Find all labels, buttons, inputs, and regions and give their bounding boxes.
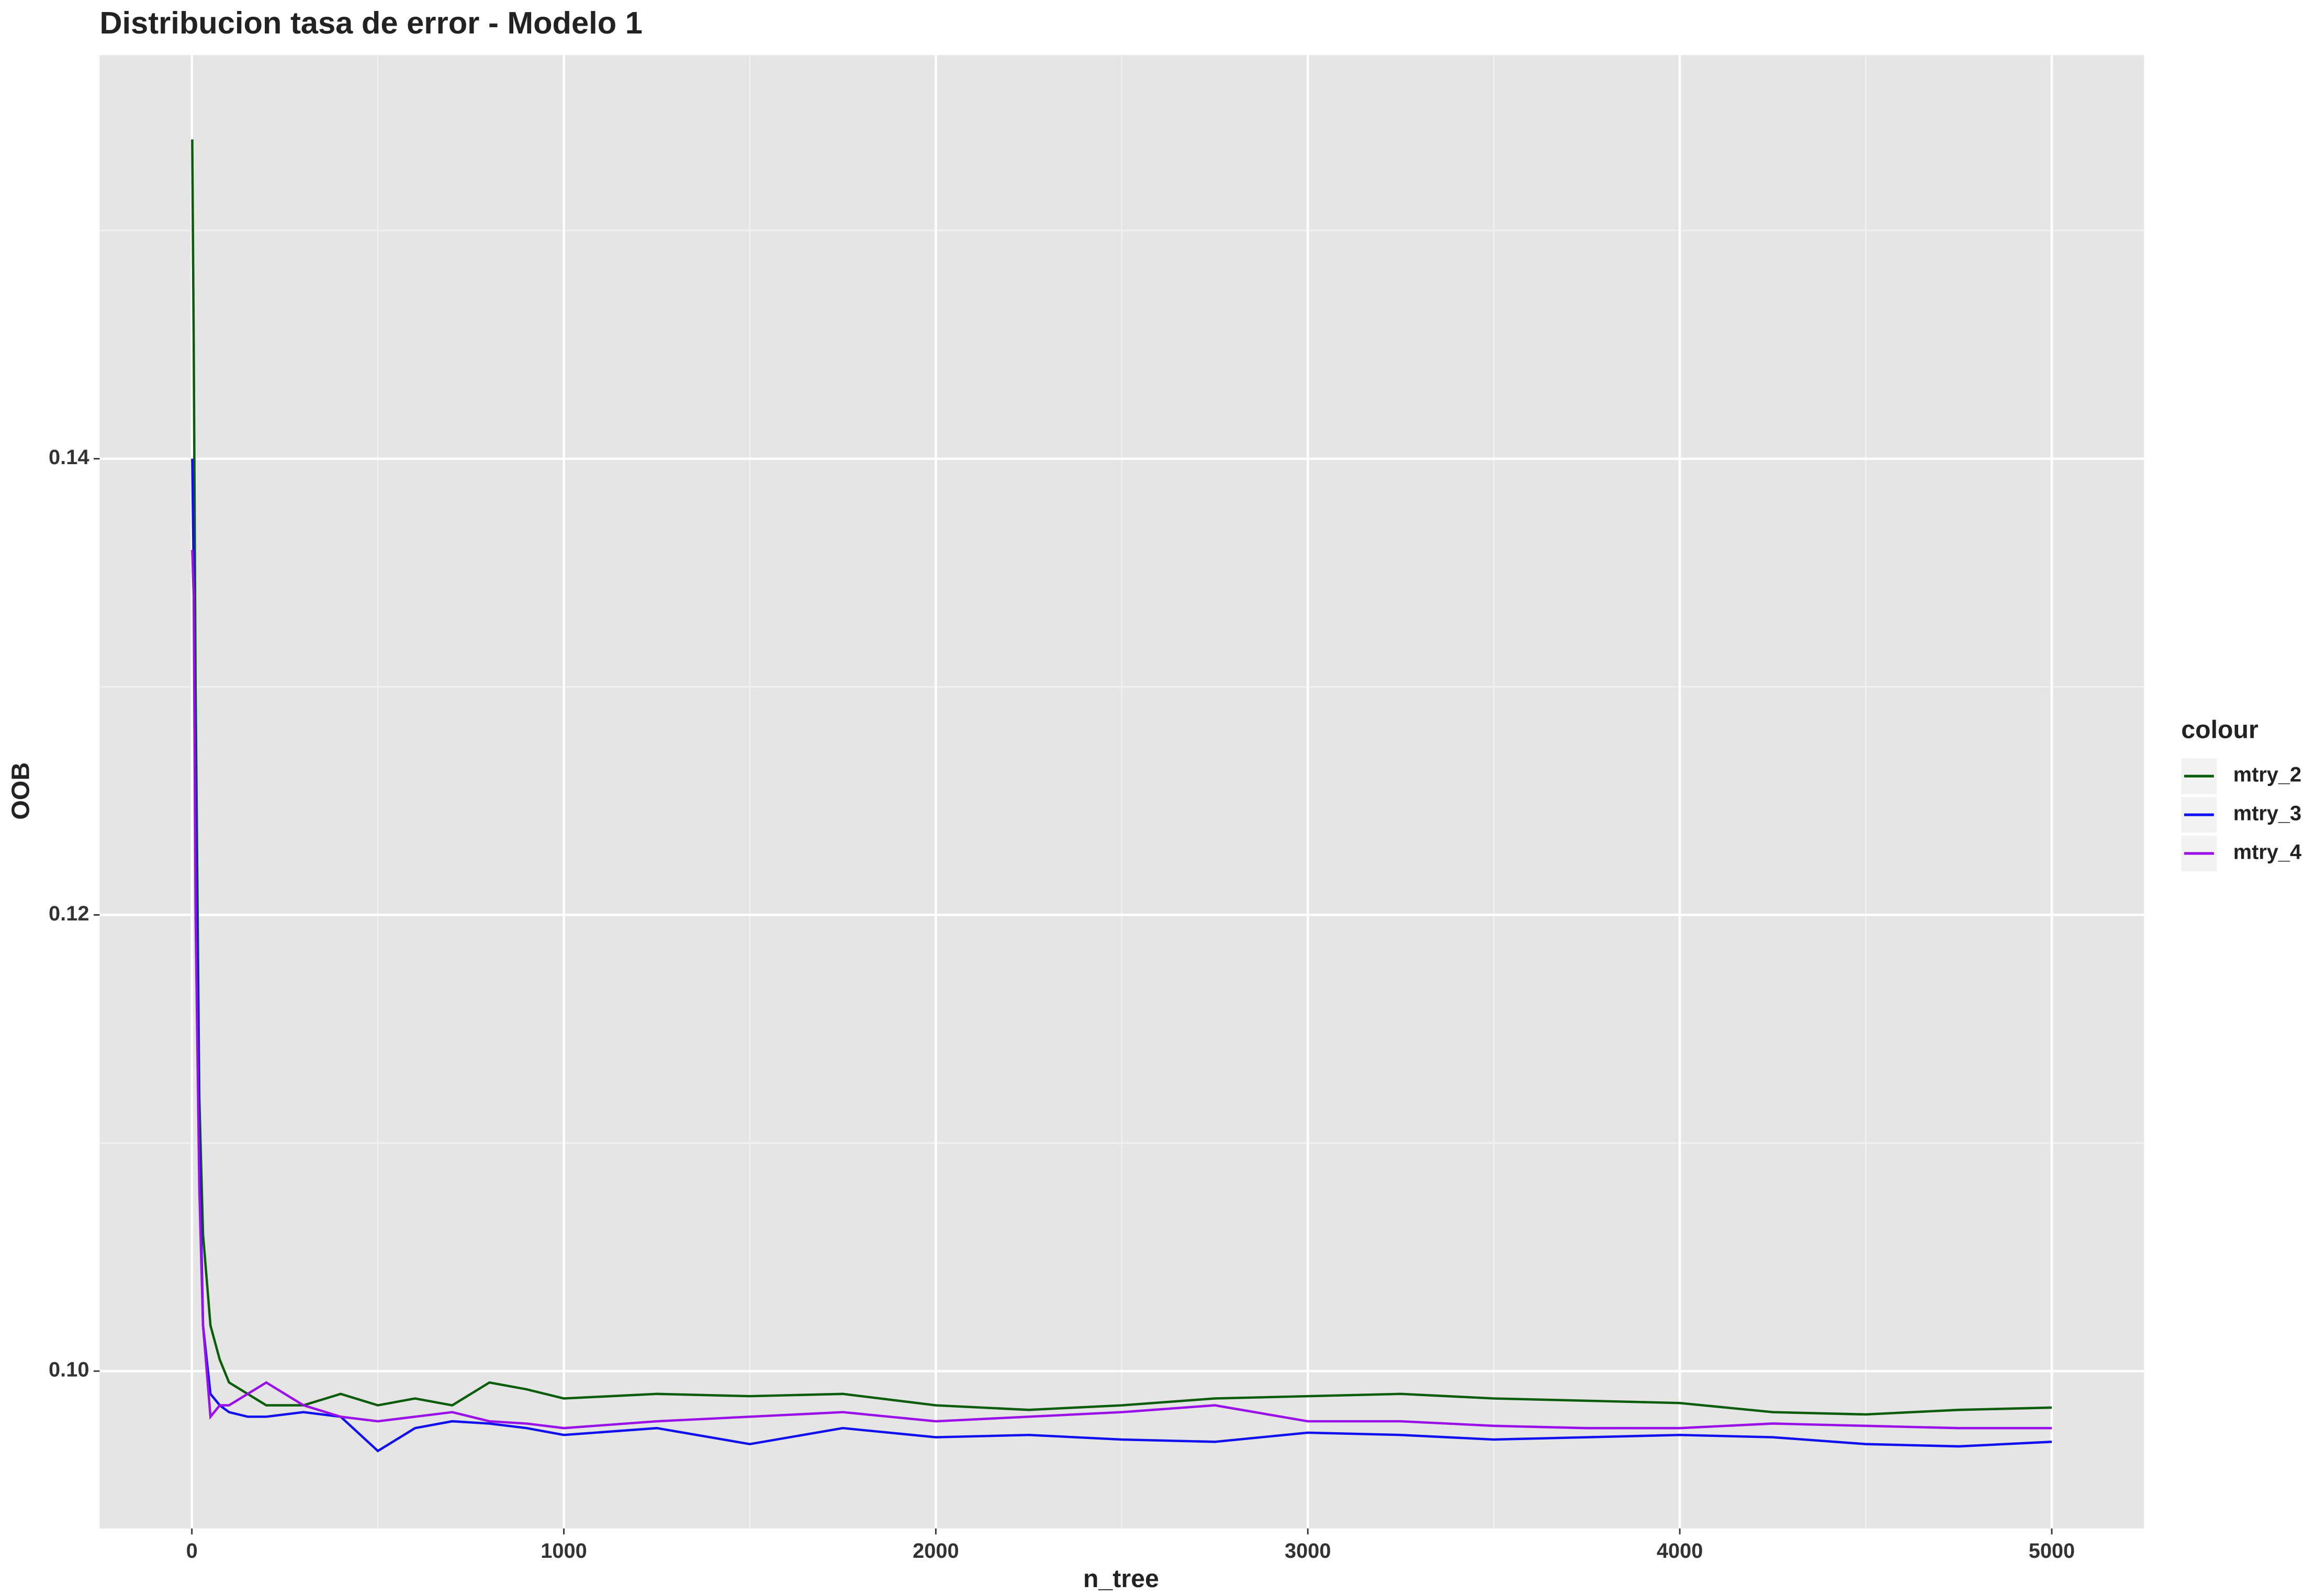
legend-title: colour bbox=[2181, 716, 2258, 744]
y-axis-label: OOB bbox=[6, 762, 35, 820]
y-tick-label: 0.12 bbox=[49, 902, 89, 925]
x-tick-label: 0 bbox=[186, 1539, 198, 1563]
legend-label: mtry_3 bbox=[2233, 802, 2301, 825]
x-tick-label: 5000 bbox=[2029, 1539, 2075, 1563]
x-tick-label: 3000 bbox=[1285, 1539, 1331, 1563]
legend-label: mtry_2 bbox=[2233, 763, 2301, 786]
legend-label: mtry_4 bbox=[2233, 840, 2301, 863]
x-tick-label: 1000 bbox=[541, 1539, 587, 1563]
x-axis-label: n_tree bbox=[1083, 1565, 1159, 1593]
series-line bbox=[191, 458, 2052, 1453]
chart-title: Distribucion tasa de error - Modelo 1 bbox=[99, 5, 643, 40]
x-tick-label: 2000 bbox=[913, 1539, 959, 1563]
series-line bbox=[191, 139, 2052, 1416]
y-tick-label: 0.10 bbox=[49, 1358, 89, 1381]
series-line bbox=[191, 549, 2052, 1430]
y-tick-label: 0.14 bbox=[49, 446, 89, 469]
x-tick-label: 4000 bbox=[1657, 1539, 1703, 1563]
